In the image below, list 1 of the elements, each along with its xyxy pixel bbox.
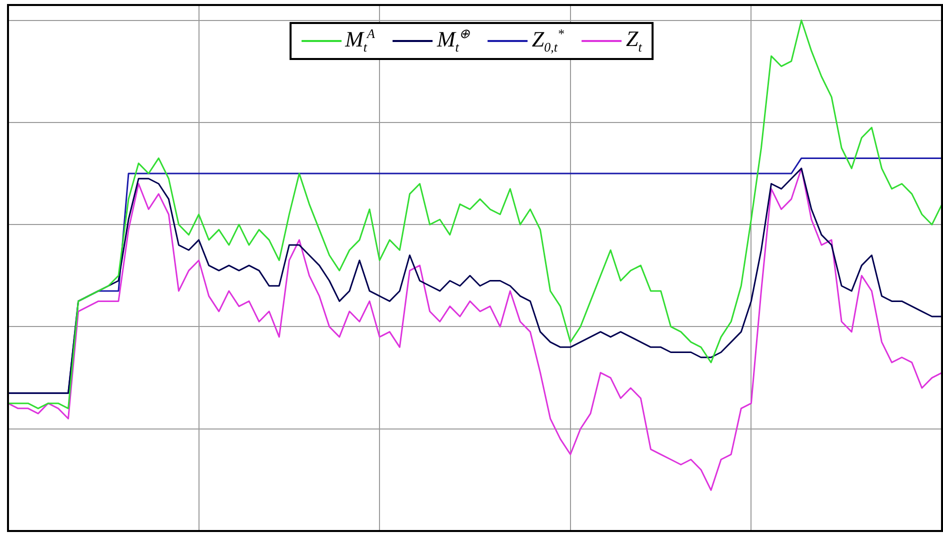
- legend-label: Z$_{t}$: [626, 26, 642, 56]
